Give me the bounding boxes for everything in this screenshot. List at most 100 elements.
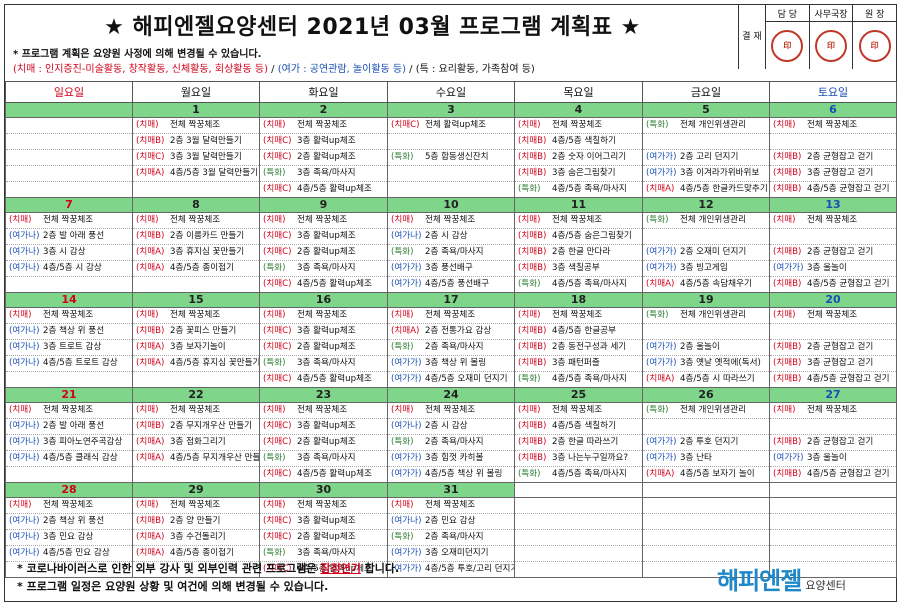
date-cell: 5 [642,102,770,118]
activity-row: (치매) 전체 짝꿍체조 (여가나) 2층 책상 위 풍선 (여가나) 3층 민요 감상(… [5,497,897,578]
activity-category: (특화) [391,437,414,447]
activity-category: (특화) [391,247,414,257]
activity-name: 2층 시 감상 [425,421,468,431]
activity-item: (치매C) 4층/5층 활력up체조 [260,467,387,482]
activity-name: 2층 책상 위 풍선 [43,516,105,526]
activity-name: 4층/5층 클래식 감상 [43,453,118,463]
activity-category: (치매B) [773,184,802,194]
activity-name: 3층 활력up체조 [297,326,356,336]
approval-col-manager: 담 당 印 [766,5,810,69]
activity-name: 2층 발 아래 풍선 [43,421,105,431]
activity-category: (치매) [9,215,32,225]
activity-name: 4층/5층 족욕/마사지 [552,469,627,479]
activity-name: 4층/5층 균형잡고 걷기 [807,184,890,194]
day-activities: (치매) 전체 짝꿍체조 (여가나) 2층 책상 위 풍선 (여가나) 3층 트로트 감상… [5,307,133,388]
day-activities: (치매) 전체 짝꿍체조 (치매B) 2층 균형잡고 걷기 (여가가) 3층 울놀이 (치… [769,402,897,483]
activity-name: 전체 짝꿍체조 [807,405,858,415]
activity-item [643,419,769,435]
notice-block: * 프로그램 계획은 요양원 사정에 의해 변경될 수 있습니다. (치매 : … [13,47,738,77]
activity-item: (치매C) 2층 활력up체조 [260,340,387,356]
activity-category: (치매C) [263,469,292,479]
activity-item: (특화) 전체 개인위생관리 [643,213,769,229]
activity-category: (특화) [646,310,669,320]
activity-item [643,514,769,530]
activity-name: 전체 짝꿍체조 [43,500,94,510]
activity-item: (치매C) 4층/5층 활력up체조 [260,182,387,197]
activity-category: (여가나) [9,342,40,352]
activity-name: 3층 족욕/마사지 [297,263,356,273]
activity-item: (치매A) 4층/5층 보자기 놀이 [643,467,769,482]
activity-name: 3층 균형잡고 걷기 [807,358,874,368]
activity-item: (치매) 전체 짝꿍체조 [260,213,387,229]
activity-category: (여가나) [391,231,422,241]
activity-category: (치매) [136,120,159,130]
activity-name: 2층 한글 만다라 [552,247,611,257]
activity-category: (치매C) [263,374,292,384]
activity-item: (치매A) 4층/5층 무지개우산 만들기 [133,451,259,467]
activity-category: (치매B) [773,152,802,162]
activity-name: 2층 한글 따라쓰기 [552,437,619,447]
activity-item: (치매B) 2층 무지개우산 만들기 [133,419,259,435]
activity-category: (특화) [518,374,541,384]
activity-item: (치매C) 3층 3월 달력만들기 [133,150,259,166]
day-activities: (치매) 전체 짝꿍체조 (치매C) 3층 활력up체조 (치매C) 2층 활력up체조(… [259,307,388,388]
date-cell: 27 [769,387,897,403]
activity-category: (여가나) [9,437,40,447]
activity-name: 4층/5층 한글카드맞추기 [680,184,768,194]
date-cell: 7 [5,197,133,213]
activity-category: (여가가) [773,453,804,463]
activity-category: (특화) [518,469,541,479]
activity-name: 2층 발 아래 풍선 [43,231,105,241]
activity-category: (치매A) [136,453,165,463]
activity-item: (여가가) 4층/5층 오재미 던지기 [388,372,514,387]
day-activities [5,117,133,198]
activity-name: 전체 짝꿍체조 [425,310,476,320]
activity-name: 4층/5층 오재미 던지기 [425,374,508,384]
activity-item: (치매B) 3층 나는누구일까요? [515,451,642,467]
activity-category: (여가가) [646,263,677,273]
activity-category: (치매B) [518,453,547,463]
activity-item: (특화) 2층 족욕/마사지 [388,435,514,451]
activity-name: 전체 짝꿍체조 [552,405,603,415]
day-activities: (치매) 전체 짝꿍체조 (여가나) 2층 시 감상 (특화) 2층 족욕/마사지 (여가가… [387,402,515,483]
activity-category: (치매) [263,405,286,415]
activity-item: (여가가) 2층 오재미 던지기 [643,245,769,261]
activity-category: (특화) [391,342,414,352]
date-cell: 1 [132,102,260,118]
activity-item: (치매) 전체 짝꿍체조 [6,308,132,324]
activity-item: (치매B) 4층/5층 균형잡고 걷기 [770,467,896,482]
activity-item: (치매B) 2층 한글 만다라 [515,245,642,261]
activity-name: 전체 짝꿍체조 [552,215,603,225]
activity-item: (여가가) 3층 난타 [643,451,769,467]
activity-name: 2층 족욕/마사지 [425,532,484,542]
activity-category: (치매B) [773,469,802,479]
activity-item: (치매C) 3층 활력up체조 [260,419,387,435]
activity-name: 3층 숨은그림찾기 [552,168,616,178]
date-cell: 11 [514,197,643,213]
legend-dementia: (치매 : 인지증진-미술활동, 창작활동, 신체활동, 회상활동 등) [13,64,268,75]
seal-stamp-icon: 印 [815,29,847,62]
activity-name: 2층 양 만들기 [170,516,221,526]
activity-item: (치매) 전체 짝꿍체조 [770,308,896,324]
activity-row: (치매) 전체 짝꿍체조 (여가나) 2층 발 아래 풍선 (여가나) 3층 시 감상 (여… [5,212,897,293]
activity-name: 3층 풍선배구 [425,263,473,273]
footer-notes: * 코로나바이러스로 인한 외부 강사 및 외부인력 관련 프로그램은 잠정연기… [17,560,657,596]
activity-name: 3층 휴지심 꽃만들기 [170,247,245,257]
activity-category: (치매) [518,310,541,320]
activity-name: 전체 짝꿍체조 [552,310,603,320]
activity-item: (치매) 전체 짝꿍체조 [260,403,387,419]
activity-name: 3층 오재미던지기 [425,548,489,558]
activity-category: (치매B) [136,231,165,241]
activity-item [770,498,896,514]
activity-name: 4층/5층 균형잡고 걷기 [807,469,890,479]
activity-category: (치매B) [773,168,802,178]
activity-category: (여가가) [646,247,677,257]
activity-name: 3층 족욕/마사지 [297,168,356,178]
activity-item [6,118,132,134]
activity-item [770,419,896,435]
activity-category: (치매) [391,215,414,225]
activity-category: (치매A) [391,326,420,336]
date-cell: 30 [259,482,388,498]
activity-category: (여가나) [391,516,422,526]
activity-name: 3층 활력up체조 [297,516,356,526]
